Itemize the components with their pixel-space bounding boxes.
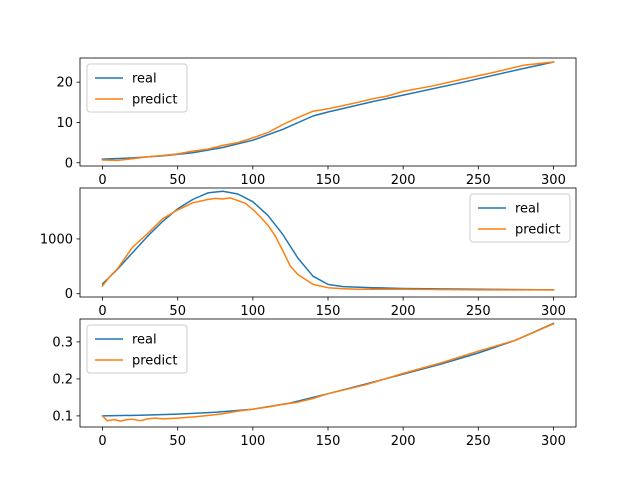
series-line-real <box>101 190 555 291</box>
x-tick-label: 250 <box>466 434 491 449</box>
x-tick-label: 150 <box>316 173 341 188</box>
chart-panel-3: 0 50 100 150 200 250 300 0.1 0.2 0.3 real predict <box>52 318 577 449</box>
legend-label-predict: predict <box>515 223 560 238</box>
legend-label-predict: predict <box>132 354 177 369</box>
y-tick-label: 0.2 <box>52 372 73 387</box>
x-tick-label: 100 <box>240 304 265 319</box>
x-tick-label: 50 <box>169 434 186 449</box>
y-tick-label: 0.1 <box>52 409 73 424</box>
legend-label-real: real <box>132 333 157 348</box>
x-tick-label: 50 <box>169 173 186 188</box>
legend: real predict <box>86 63 188 113</box>
chart-panel-2: 0 50 100 150 200 250 300 0 1000 real predict <box>40 187 577 319</box>
series-line-predict <box>101 61 555 162</box>
y-tick-label: 0 <box>65 287 73 302</box>
y-tick-label: 0.3 <box>52 335 73 350</box>
y-tick-label: 1000 <box>40 232 73 247</box>
x-tick-label: 150 <box>316 304 341 319</box>
chart-panel-1: 0 50 100 150 200 250 300 0 10 20 real predict <box>56 57 577 188</box>
legend-box <box>86 63 188 113</box>
x-tick-label: 50 <box>169 304 186 319</box>
y-tick-label: 20 <box>56 76 73 91</box>
x-tick-label: 200 <box>391 304 416 319</box>
series-line-predict <box>101 322 555 422</box>
legend-label-predict: predict <box>132 93 177 108</box>
x-tick-label: 250 <box>466 304 491 319</box>
x-tick-label: 200 <box>391 434 416 449</box>
y-tick-label: 0 <box>65 156 73 171</box>
x-tick-label: 0 <box>98 434 106 449</box>
legend-box <box>86 324 188 374</box>
x-tick-label: 100 <box>240 173 265 188</box>
legend: real predict <box>86 324 188 374</box>
legend-box <box>469 193 571 243</box>
x-tick-label: 100 <box>240 434 265 449</box>
x-tick-label: 300 <box>541 434 566 449</box>
legend: real predict <box>469 193 571 243</box>
x-tick-label: 200 <box>391 173 416 188</box>
y-tick-label: 10 <box>56 116 73 131</box>
x-tick-label: 300 <box>541 173 566 188</box>
legend-label-real: real <box>132 72 157 87</box>
x-tick-label: 0 <box>98 304 106 319</box>
x-tick-label: 0 <box>98 173 106 188</box>
x-tick-label: 150 <box>316 434 341 449</box>
x-tick-label: 300 <box>541 304 566 319</box>
x-tick-label: 250 <box>466 173 491 188</box>
legend-label-real: real <box>515 202 540 217</box>
series-line-predict <box>101 197 555 291</box>
